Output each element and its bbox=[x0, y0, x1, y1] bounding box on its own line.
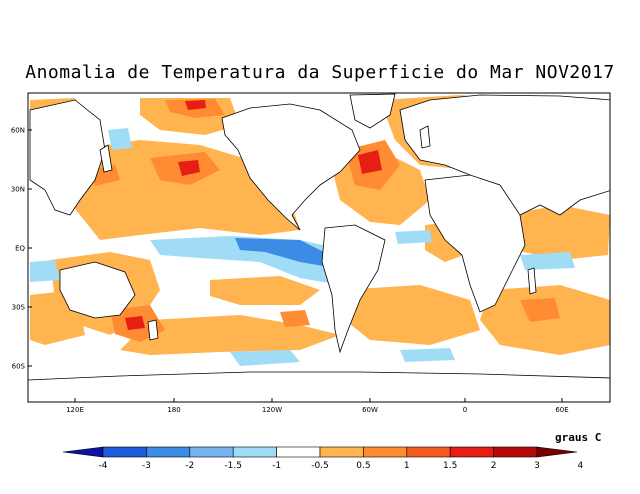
legend-swatch bbox=[319, 446, 364, 458]
anomaly-field bbox=[28, 93, 610, 402]
legend-tick-label: -0.5 bbox=[311, 461, 329, 471]
lon-label: 180 bbox=[167, 406, 180, 414]
madagascar bbox=[527, 267, 537, 295]
color-legend: -4 -3 -2 -1.5 -1 -0.5 0.5 1 1.5 2 3 4 bbox=[62, 446, 584, 471]
legend-tick-label: 0.5 bbox=[356, 461, 370, 471]
legend-tick-label: -4 bbox=[99, 461, 108, 471]
legend-arrow-max bbox=[536, 446, 578, 458]
legend-unit-label: graus C bbox=[555, 431, 602, 444]
lon-label: 60W bbox=[362, 406, 378, 414]
cold-anomaly-layer bbox=[235, 238, 335, 268]
lat-label: 30N bbox=[11, 186, 25, 194]
east-asia bbox=[29, 99, 106, 216]
lon-label: 120W bbox=[262, 406, 282, 414]
legend-swatch bbox=[406, 446, 451, 458]
lon-label: 60E bbox=[555, 406, 568, 414]
eurasia bbox=[399, 94, 610, 216]
landmasses bbox=[28, 93, 610, 402]
latitude-axis: 60N 30N EQ 30S 60S bbox=[11, 127, 32, 371]
antarctica bbox=[28, 371, 610, 402]
legend-swatch bbox=[276, 446, 321, 458]
legend-tick-label: 4 bbox=[578, 461, 584, 471]
legend-tick-label: -3 bbox=[142, 461, 151, 471]
new-zealand bbox=[147, 319, 159, 341]
legend-tick-label: 2 bbox=[491, 461, 497, 471]
lat-label: EQ bbox=[15, 245, 25, 253]
legend-tick-label: -2 bbox=[185, 461, 194, 471]
south-america bbox=[321, 224, 386, 354]
legend-tick-label: -1 bbox=[272, 461, 281, 471]
australia bbox=[59, 261, 136, 319]
lon-label: 120E bbox=[66, 406, 84, 414]
lon-label: 0 bbox=[463, 406, 467, 414]
lat-label: 30S bbox=[12, 304, 26, 312]
legend-swatch bbox=[449, 446, 494, 458]
legend-swatch bbox=[493, 446, 538, 458]
africa bbox=[424, 174, 526, 313]
legend-swatch bbox=[102, 446, 147, 458]
greenland bbox=[349, 93, 396, 129]
lat-label: 60S bbox=[12, 363, 26, 371]
legend-tick-label: 1 bbox=[404, 461, 410, 471]
north-america bbox=[221, 103, 361, 231]
legend-arrow-min bbox=[62, 446, 104, 458]
hot-anomaly-layer bbox=[125, 100, 443, 330]
british-isles bbox=[419, 125, 431, 149]
legend-swatch bbox=[146, 446, 191, 458]
map-title: Anomalia de Temperatura da Superficie do… bbox=[25, 62, 615, 83]
legend-swatch bbox=[232, 446, 277, 458]
legend-tick-label: 1.5 bbox=[443, 461, 457, 471]
legend-tick-label: 3 bbox=[534, 461, 540, 471]
japan bbox=[99, 144, 113, 173]
legend-swatch bbox=[363, 446, 408, 458]
longitude-axis: 120E 180 120W 60W 0 60E bbox=[66, 398, 569, 414]
lat-label: 60N bbox=[11, 127, 25, 135]
legend-swatch bbox=[189, 446, 234, 458]
legend-tick-label: -1.5 bbox=[224, 461, 242, 471]
